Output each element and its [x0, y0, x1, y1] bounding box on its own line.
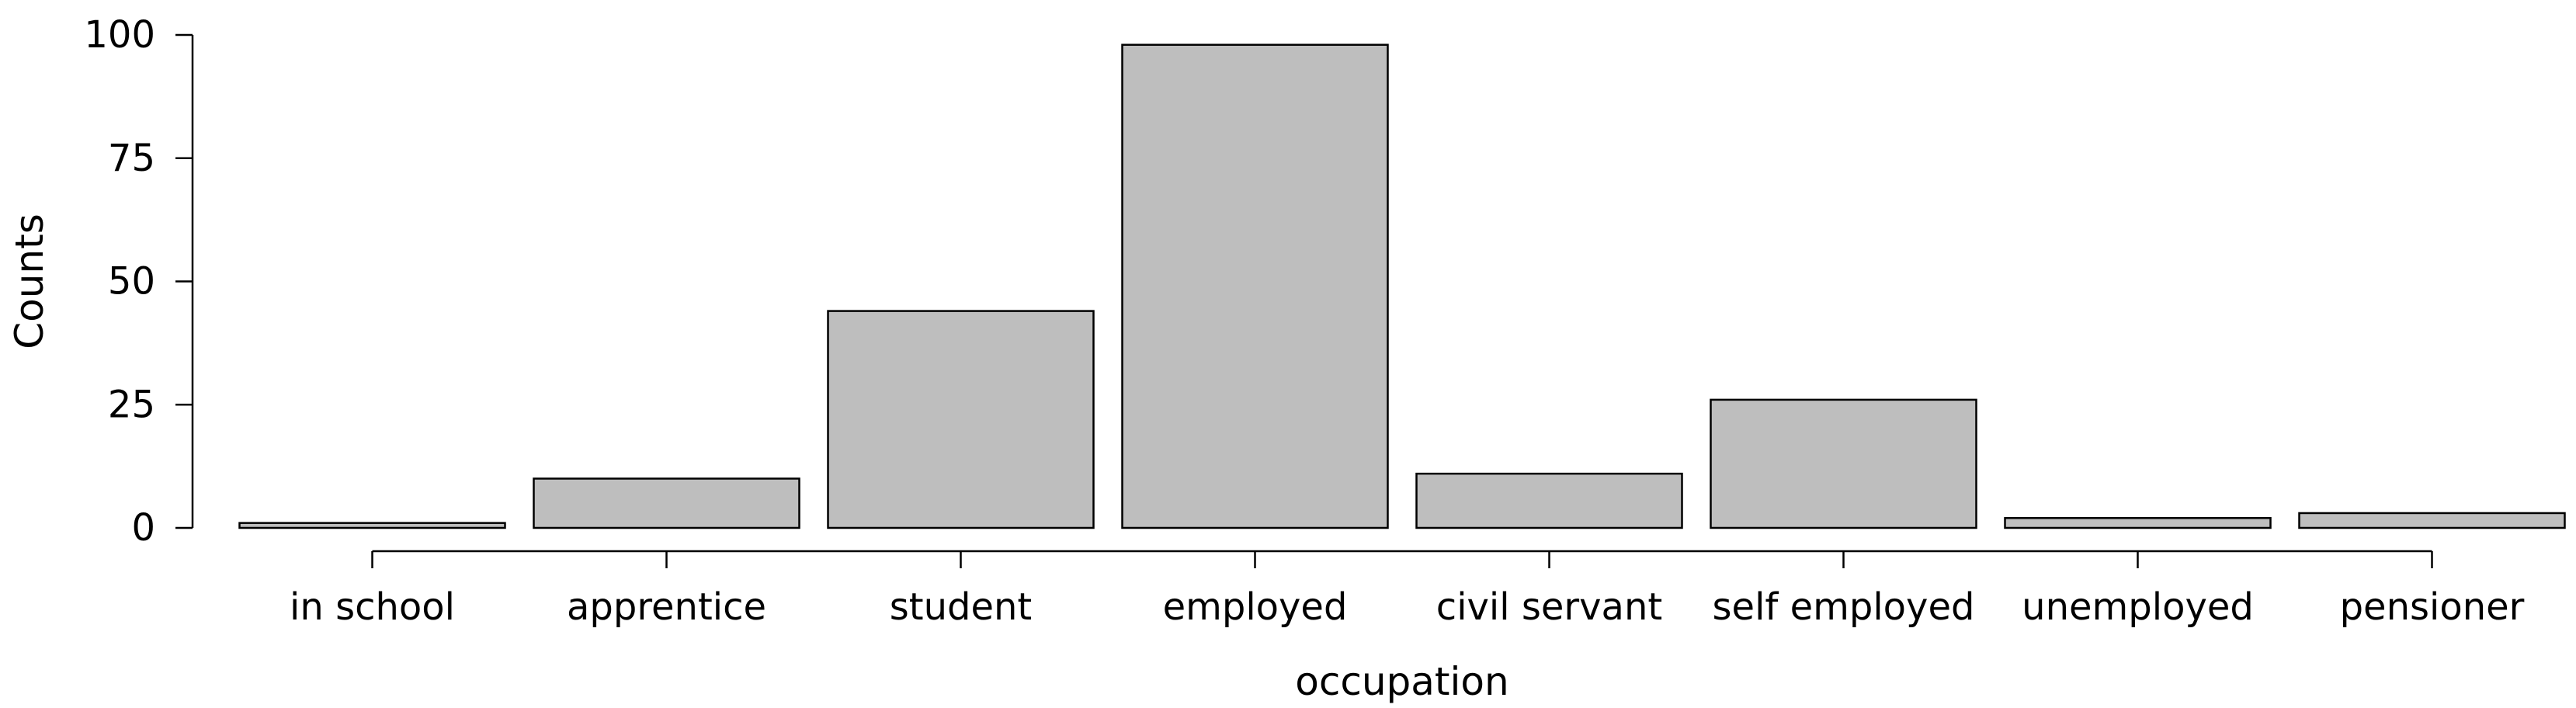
y-tick-label: 25: [108, 383, 155, 426]
bars: [238, 43, 2566, 529]
x-axis-title: occupation: [1295, 659, 1508, 704]
bar-in-school: [238, 522, 506, 529]
y-tick-label: 100: [84, 13, 155, 57]
x-tick-label: apprentice: [567, 585, 766, 629]
x-tick-label: civil servant: [1436, 585, 1662, 629]
bar-student: [827, 310, 1095, 529]
y-tick-label: 75: [108, 137, 155, 180]
y-tick-label: 50: [108, 260, 155, 304]
x-tick-label: employed: [1163, 585, 1348, 629]
x-tick-label: pensioner: [2340, 585, 2525, 629]
y-axis-title: Counts: [7, 213, 52, 349]
x-tick-label: self employed: [1713, 585, 1975, 629]
bar-civil-servant: [1415, 472, 1683, 529]
bar-pensioner: [2298, 512, 2566, 529]
y-axis: 0 25 50 75 100: [84, 13, 194, 550]
y-tick-label: 0: [131, 506, 155, 550]
x-axis: in school apprentice student employed civil …: [290, 550, 2525, 629]
x-tick-label: unemployed: [2022, 585, 2254, 629]
bar-apprentice: [533, 477, 800, 529]
bar-unemployed: [2004, 517, 2272, 529]
x-tick-label: student: [890, 585, 1033, 629]
x-tick-label: in school: [290, 585, 455, 629]
bar-employed: [1121, 43, 1389, 529]
bar-self-employed: [1710, 398, 1977, 529]
